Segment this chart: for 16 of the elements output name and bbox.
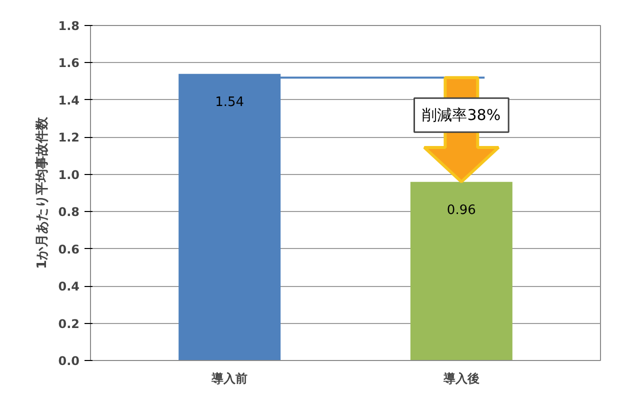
- y-tick-label: 0.6: [58, 242, 80, 256]
- x-tick-label: 導入後: [442, 372, 480, 386]
- y-tick-label: 1.6: [58, 56, 80, 70]
- y-axis-title: 1か月あたり平均事故件数: [35, 116, 50, 270]
- y-tick-label: 1.0: [58, 168, 80, 182]
- y-tick-label: 0.4: [58, 280, 80, 294]
- y-tick-label: 0.8: [58, 205, 80, 220]
- data-label: 0.96: [446, 202, 476, 218]
- y-tick-label: 0.0: [58, 354, 80, 368]
- y-tick-label: 1.4: [58, 93, 80, 108]
- data-label: 1.54: [215, 94, 244, 110]
- y-tick-label: 1.2: [58, 130, 80, 145]
- annotation: 削減率38%: [422, 106, 501, 124]
- x-tick-label: 導入前: [210, 372, 248, 386]
- y-tick-label: 1.8: [58, 19, 80, 33]
- y-tick-label: 0.2: [58, 316, 80, 331]
